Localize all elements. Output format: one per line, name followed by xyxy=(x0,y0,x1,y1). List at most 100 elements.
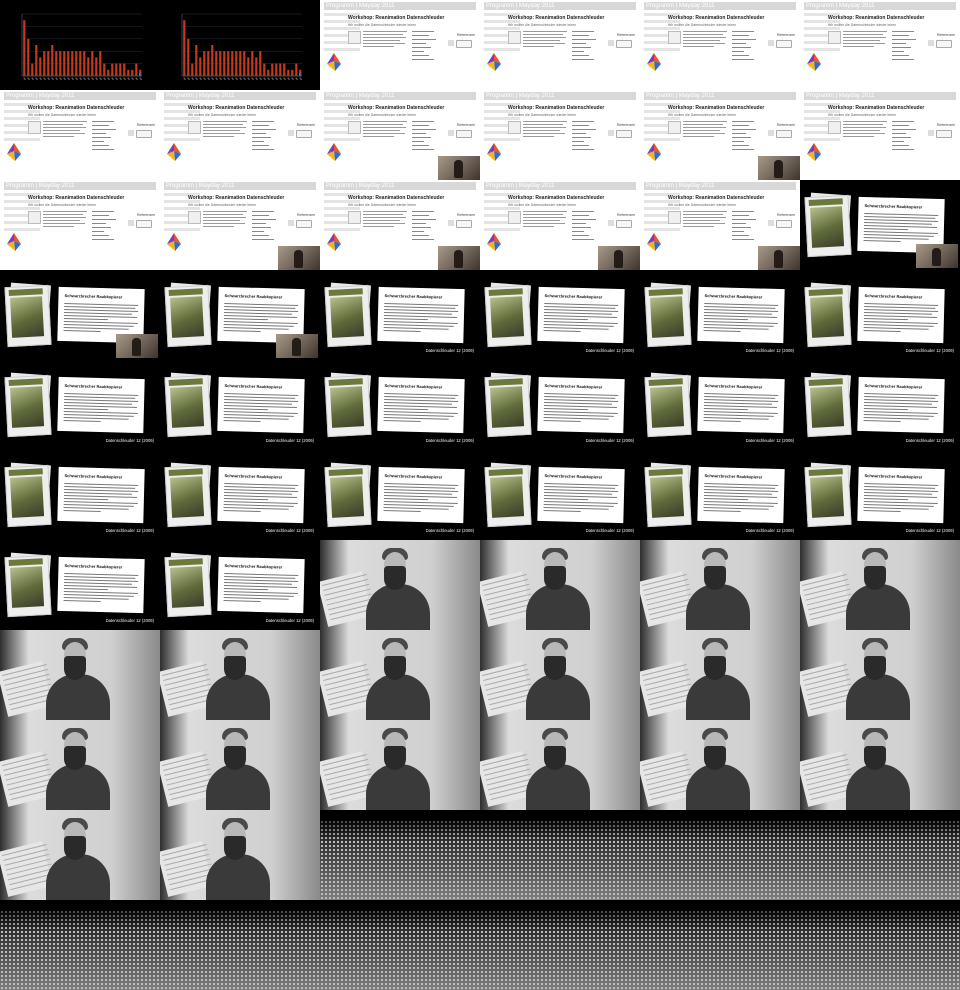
frame-thumbnail[interactable] xyxy=(0,0,160,90)
frame-thumbnail[interactable] xyxy=(160,720,320,810)
frame-thumbnail[interactable] xyxy=(160,900,320,990)
frame-thumbnail[interactable] xyxy=(480,810,640,900)
frame-thumbnail[interactable]: Programm | Mayday 2011 Workshop: Reanimat… xyxy=(480,180,640,270)
frame-thumbnail[interactable]: Schwarzbrecher Raubkopierer Datenschleude… xyxy=(320,270,480,360)
description-text xyxy=(523,31,567,49)
view-button[interactable] xyxy=(616,220,632,228)
frame-thumbnail[interactable] xyxy=(640,540,800,630)
view-button[interactable] xyxy=(616,130,632,138)
frame-thumbnail[interactable] xyxy=(640,630,800,720)
frame-thumbnail[interactable]: Schwarzbrecher Raubkopierer Datenschleude… xyxy=(0,450,160,540)
view-button[interactable] xyxy=(296,130,312,138)
chart-bar xyxy=(83,51,86,76)
view-button[interactable] xyxy=(456,40,472,48)
view-button[interactable] xyxy=(936,130,952,138)
frame-thumbnail[interactable]: Schwarzbrecher Raubkopierer Datenschleude… xyxy=(160,450,320,540)
frame-thumbnail[interactable] xyxy=(160,0,320,90)
frame-thumbnail[interactable]: Programm | Mayday 2011 Workshop: Reanimat… xyxy=(480,0,640,90)
text-line xyxy=(572,133,587,134)
frame-thumbnail[interactable] xyxy=(160,810,320,900)
view-button[interactable] xyxy=(136,130,152,138)
frame-thumbnail[interactable] xyxy=(0,630,160,720)
frame-thumbnail[interactable] xyxy=(800,720,960,810)
frame-thumbnail[interactable]: Programm | Mayday 2011 Workshop: Reanimat… xyxy=(0,180,160,270)
header-bar xyxy=(644,182,796,190)
frame-thumbnail[interactable] xyxy=(800,540,960,630)
frame-thumbnail[interactable]: Schwarzbrecher Raubkopierer Datenschleude… xyxy=(0,360,160,450)
frame-thumbnail[interactable] xyxy=(800,630,960,720)
frame-thumbnail[interactable]: Schwarzbrecher Raubkopierer Datenschleude… xyxy=(160,360,320,450)
top-shadow xyxy=(0,900,160,930)
frame-thumbnail[interactable]: Schwarzbrecher Raubkopierer xyxy=(0,270,160,360)
frame-thumbnail[interactable] xyxy=(640,720,800,810)
frame-thumbnail[interactable]: Schwarzbrecher Raubkopierer Datenschleude… xyxy=(800,360,960,450)
view-button[interactable] xyxy=(616,40,632,48)
sidebar-nav xyxy=(484,13,520,55)
frame-thumbnail[interactable]: Schwarzbrecher Raubkopierer Datenschleude… xyxy=(640,450,800,540)
frame-thumbnail[interactable] xyxy=(0,900,160,990)
text-line xyxy=(523,37,567,38)
frame-thumbnail[interactable]: Programm | Mayday 2011 Workshop: Reanimat… xyxy=(800,90,960,180)
view-button[interactable] xyxy=(456,220,472,228)
frame-thumbnail[interactable]: Programm | Mayday 2011 Workshop: Reanimat… xyxy=(640,180,800,270)
frame-thumbnail[interactable]: Schwarzbrecher Raubkopierer Datenschleude… xyxy=(640,360,800,450)
frame-thumbnail[interactable] xyxy=(480,630,640,720)
frame-thumbnail[interactable] xyxy=(480,720,640,810)
frame-thumbnail[interactable] xyxy=(0,720,160,810)
chart-bar xyxy=(135,63,138,76)
view-button[interactable] xyxy=(456,130,472,138)
top-shadow xyxy=(320,900,480,930)
frame-thumbnail[interactable]: Schwarzbrecher Raubkopierer Datenschleude… xyxy=(480,450,640,540)
frame-thumbnail[interactable]: Schwarzbrecher Raubkopierer Datenschleude… xyxy=(800,270,960,360)
frame-thumbnail[interactable]: Schwarzbrecher Raubkopierer Datenschleude… xyxy=(480,270,640,360)
frame-thumbnail[interactable]: Schwarzbrecher Raubkopierer Datenschleude… xyxy=(0,540,160,630)
frame-thumbnail[interactable]: Programm | Mayday 2011 Workshop: Reanimat… xyxy=(800,0,960,90)
view-button[interactable] xyxy=(936,40,952,48)
frame-thumbnail[interactable] xyxy=(320,630,480,720)
frame-thumbnail[interactable]: Schwarzbrecher Raubkopierer Datenschleude… xyxy=(320,450,480,540)
frame-thumbnail[interactable]: Programm | Mayday 2011 Workshop: Reanimat… xyxy=(160,180,320,270)
frame-thumbnail[interactable] xyxy=(640,810,800,900)
frame-thumbnail[interactable] xyxy=(320,900,480,990)
thumbnail-image xyxy=(188,211,201,224)
frame-thumbnail[interactable] xyxy=(800,900,960,990)
frame-thumbnail[interactable] xyxy=(320,810,480,900)
header-bar xyxy=(324,2,476,10)
frame-thumbnail[interactable]: Programm | Mayday 2011 Workshop: Reanimat… xyxy=(160,90,320,180)
view-button[interactable] xyxy=(776,40,792,48)
text-line xyxy=(683,124,724,125)
header-bar xyxy=(484,182,636,190)
frame-thumbnail[interactable] xyxy=(480,540,640,630)
references-label: Referenzen xyxy=(297,123,316,127)
frame-thumbnail[interactable]: Schwarzbrecher Raubkopierer Datenschleude… xyxy=(640,270,800,360)
view-button[interactable] xyxy=(776,220,792,228)
view-button[interactable] xyxy=(776,130,792,138)
frame-thumbnail[interactable] xyxy=(0,810,160,900)
frame-thumbnail[interactable]: Schwarzbrecher Raubkopierer xyxy=(160,270,320,360)
frame-thumbnail[interactable]: Programm | Mayday 2011 Workshop: Reanimat… xyxy=(640,90,800,180)
magazine-cover xyxy=(644,374,692,438)
frame-thumbnail[interactable]: Schwarzbrecher Raubkopierer Datenschleude… xyxy=(160,540,320,630)
text-line xyxy=(543,330,581,332)
frame-thumbnail[interactable] xyxy=(480,900,640,990)
frame-thumbnail[interactable]: Programm | Mayday 2011 Workshop: Reanimat… xyxy=(0,90,160,180)
frame-thumbnail[interactable] xyxy=(320,540,480,630)
view-button[interactable] xyxy=(296,220,312,228)
frame-thumbnail[interactable] xyxy=(320,720,480,810)
frame-thumbnail[interactable] xyxy=(800,810,960,900)
frame-thumbnail[interactable]: Programm | Mayday 2011 Workshop: Reanimat… xyxy=(640,0,800,90)
frame-thumbnail[interactable]: Schwarzbrecher Raubkopierer xyxy=(800,180,960,270)
frame-thumbnail[interactable]: Programm | Mayday 2011 Workshop: Reanimat… xyxy=(320,180,480,270)
frame-thumbnail[interactable]: Schwarzbrecher Raubkopierer Datenschleude… xyxy=(480,360,640,450)
view-button[interactable] xyxy=(136,220,152,228)
frame-thumbnail[interactable] xyxy=(160,630,320,720)
text-line xyxy=(523,214,564,215)
frame-thumbnail[interactable]: Programm | Mayday 2011 Workshop: Reanimat… xyxy=(320,0,480,90)
frame-thumbnail[interactable]: Schwarzbrecher Raubkopierer Datenschleude… xyxy=(320,360,480,450)
frame-thumbnail[interactable] xyxy=(640,900,800,990)
frame-thumbnail[interactable]: Programm | Mayday 2011 Workshop: Reanimat… xyxy=(320,90,480,180)
frame-thumbnail[interactable]: Programm | Mayday 2011 Workshop: Reanimat… xyxy=(480,90,640,180)
newspaper xyxy=(640,571,696,627)
frame-thumbnail[interactable]: Schwarzbrecher Raubkopierer Datenschleude… xyxy=(800,450,960,540)
magazine-photo xyxy=(650,386,685,428)
